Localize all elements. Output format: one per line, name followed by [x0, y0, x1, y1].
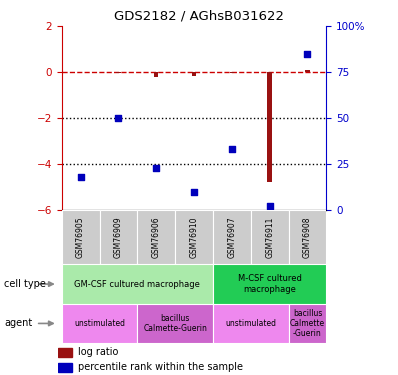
Bar	[213, 210, 251, 264]
Text: GSM76911: GSM76911	[265, 216, 274, 258]
Text: GSM76907: GSM76907	[227, 216, 236, 258]
Bar	[62, 210, 100, 264]
Point	[77, 174, 84, 180]
Point	[115, 115, 122, 121]
Bar	[213, 304, 289, 343]
Bar	[213, 264, 326, 304]
Text: GSM76910: GSM76910	[189, 216, 199, 258]
Bar	[154, 72, 158, 77]
Text: cell type: cell type	[4, 279, 46, 289]
Text: GM-CSF cultured macrophage: GM-CSF cultured macrophage	[74, 280, 200, 289]
Text: GDS2182 / AGhsB031622: GDS2182 / AGhsB031622	[114, 9, 284, 22]
Bar	[289, 304, 326, 343]
Text: unstimulated: unstimulated	[74, 319, 125, 328]
Text: GSM76908: GSM76908	[303, 216, 312, 258]
Text: M-CSF cultured
macrophage: M-CSF cultured macrophage	[238, 274, 302, 294]
Bar	[137, 210, 175, 264]
Bar	[58, 363, 72, 372]
Text: GSM76905: GSM76905	[76, 216, 85, 258]
Text: unstimulated: unstimulated	[225, 319, 276, 328]
Text: bacillus
Calmette-Guerin: bacillus Calmette-Guerin	[143, 314, 207, 333]
Point	[228, 146, 235, 152]
Bar	[192, 72, 196, 76]
Bar	[100, 210, 137, 264]
Bar	[305, 70, 310, 72]
Point	[191, 189, 197, 195]
Bar	[230, 72, 234, 74]
Bar	[62, 304, 137, 343]
Text: GSM76909: GSM76909	[114, 216, 123, 258]
Bar	[175, 210, 213, 264]
Point	[153, 165, 159, 171]
Text: agent: agent	[4, 318, 32, 328]
Bar	[116, 72, 121, 74]
Bar	[251, 210, 289, 264]
Point	[267, 203, 273, 209]
Text: GSM76906: GSM76906	[152, 216, 161, 258]
Bar	[58, 348, 72, 357]
Point	[304, 51, 310, 57]
Text: bacillus
Calmette
-Guerin: bacillus Calmette -Guerin	[290, 309, 325, 338]
Bar	[137, 304, 213, 343]
Bar	[267, 72, 272, 183]
Text: log ratio: log ratio	[78, 347, 118, 357]
Bar	[289, 210, 326, 264]
Bar	[62, 264, 213, 304]
Text: percentile rank within the sample: percentile rank within the sample	[78, 362, 243, 372]
